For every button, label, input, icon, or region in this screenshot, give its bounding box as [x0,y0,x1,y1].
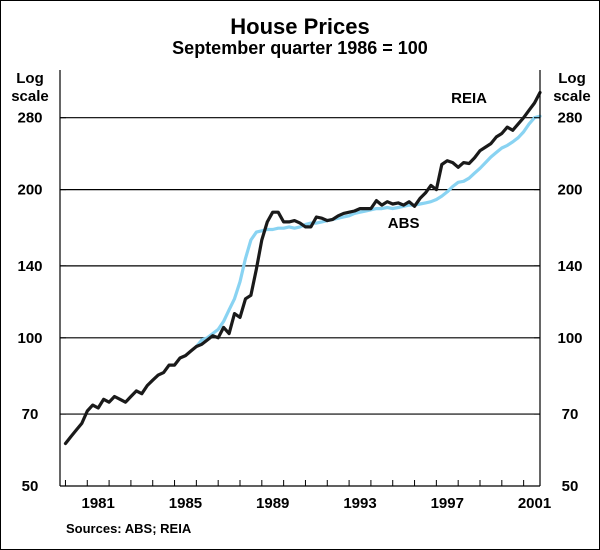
series-label-abs: ABS [388,215,420,232]
y-axis-label-left: Log scale [11,70,49,105]
x-tick-label-1985: 1985 [169,495,202,512]
series-line-reia [63,90,542,446]
x-tick-label-1993: 1993 [343,495,376,512]
y-axis-label-right: Log scale [553,70,591,105]
chart-title: House Prices [230,14,370,39]
y-tick-label-right-280: 280 [557,110,582,127]
y-tick-label-right-50: 50 [562,478,579,495]
y-tick-label-right-100: 100 [557,330,582,347]
labels: 50 50 70 70 100 100 140 140 200 200 280 280 1981 1985… [17,90,582,512]
x-tick-label-2001: 2001 [518,495,551,512]
y-tick-label-right-70: 70 [562,406,579,423]
x-tick-label-1981: 1981 [81,495,114,512]
chart-subtitle: September quarter 1986 = 100 [172,38,428,58]
y-tick-label-left-100: 100 [17,330,42,347]
y-tick-label-right-140: 140 [557,258,582,275]
y-tick-label-left-200: 200 [17,182,42,199]
y-tick-label-right-200: 200 [557,182,582,199]
x-tick-label-1997: 1997 [431,495,464,512]
y-tick-label-left-140: 140 [17,258,42,275]
series-label-reia: REIA [451,90,487,107]
gridlines [60,117,540,415]
x-tick-label-1989: 1989 [256,495,289,512]
y-tick-label-left-50: 50 [22,478,39,495]
series-lines [63,90,542,446]
series-line-abs [194,114,542,349]
y-tick-label-left-70: 70 [22,406,39,423]
source-note: Sources: ABS; REIA [66,521,192,536]
axes [59,70,541,487]
y-tick-label-left-280: 280 [17,110,42,127]
